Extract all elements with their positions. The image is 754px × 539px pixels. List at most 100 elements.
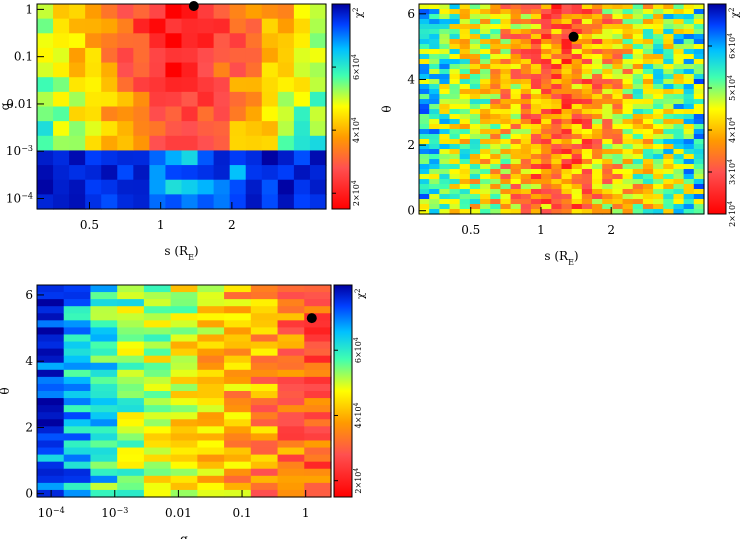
heatmap-cell [90,412,118,420]
heatmap-cell [602,109,613,115]
heatmap-cell [500,124,512,130]
heatmap-cell [612,9,624,15]
heatmap-cell [530,34,542,40]
heatmap-cell [602,124,613,130]
y-tick-label: 10−3 [6,144,33,159]
heatmap-cell [510,189,522,195]
heatmap-cell [561,184,573,190]
heatmap-cell [419,154,430,160]
heatmap-cell [429,4,440,10]
heatmap-cell [653,109,664,115]
heatmap-cell [571,74,583,80]
heatmap-cell [581,134,593,140]
heatmap-cell [683,109,695,115]
heatmap-cell [277,320,305,328]
heatmap-cell [653,204,664,210]
heatmap-cell [571,39,583,45]
heatmap-cell [581,64,593,70]
heatmap-cell [490,139,502,145]
heatmap-cell [429,189,440,195]
heatmap-cell [653,99,664,105]
heatmap-cell [581,119,593,125]
heatmap-cell [500,114,512,120]
heatmap-cell [480,154,491,160]
heatmap-cell [170,447,198,456]
heatmap-cell [693,109,705,115]
heatmap-cell [449,184,461,190]
heatmap-cell [459,44,471,50]
heatmap-cell [419,89,430,95]
heatmap-cell [632,169,644,175]
heatmap-cell [449,14,461,20]
heatmap-cell [293,91,311,108]
heatmap-cell [653,134,664,140]
heatmap-cell [642,94,654,100]
heatmap-cell [277,121,295,137]
heatmap-cell [469,124,481,130]
heatmap-cell [459,4,471,10]
heatmap-cell [439,139,451,145]
heatmap-cell [480,209,491,215]
heatmap-cell [277,362,305,371]
heatmap-cell [133,165,150,181]
heatmap-cell [459,194,471,200]
heatmap-cell [612,114,624,120]
heatmap-cell [602,39,613,45]
heatmap-cell [197,121,215,137]
y-axis-label: θ [380,105,394,112]
heatmap-cell [439,9,451,15]
heatmap-cell [530,209,542,215]
heatmap-cell [90,419,118,427]
heatmap-cell [653,104,664,110]
x-tick-label: 2 [607,223,615,237]
heatmap-cell [500,19,512,25]
heatmap-cell [592,159,603,165]
heatmap-cell [277,440,305,449]
heatmap-cell [229,77,247,93]
heatmap-cell [304,398,332,406]
heatmap-cell [117,369,145,378]
heatmap-cell [469,179,481,185]
heatmap-cell [561,189,573,195]
heatmap-cell [197,369,225,378]
heatmap-cell [551,164,563,170]
heatmap-cell [530,39,542,45]
heatmap-cell [469,9,481,15]
heatmap-cell [551,204,563,210]
heatmap-cell [419,4,430,10]
heatmap-cell [642,4,654,10]
heatmap-cell [261,106,279,122]
heatmap-cell [653,184,664,190]
heatmap-cell [304,405,332,413]
heatmap-cell [683,184,695,190]
heatmap-cell [592,99,603,105]
heatmap-cell [213,62,231,78]
heatmap-cell [143,405,172,413]
colorbar-label: 6×104 [727,33,738,59]
heatmap-cell [510,129,522,135]
heatmap-cell [561,154,573,160]
heatmap-cell [304,376,332,385]
heatmap-cell [693,149,705,155]
heatmap-cell [622,69,634,75]
heatmap-cell [693,184,705,190]
heatmap-cell [133,121,150,137]
heatmap-cell [541,84,552,90]
heatmap-cell [480,144,491,150]
heatmap-cell [439,39,451,45]
heatmap-cell [63,313,92,321]
heatmap-cell [143,327,172,336]
heatmap-cell [683,179,695,185]
heatmap-cell [277,292,305,300]
heatmap-cell [683,114,695,120]
heatmap-cell [419,49,430,55]
heatmap-cell [683,84,695,90]
heatmap-cell [561,64,573,70]
heatmap-cell [581,94,593,100]
heatmap-cell [520,44,532,50]
heatmap-cell [429,139,440,145]
heatmap-cell [612,194,624,200]
heatmap-cell [541,189,552,195]
heatmap-cell [197,454,225,463]
heatmap-cell [612,159,624,165]
